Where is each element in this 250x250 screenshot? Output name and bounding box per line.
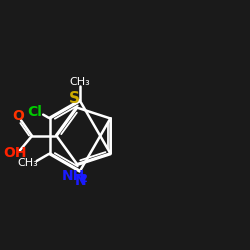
Text: Cl: Cl bbox=[28, 105, 42, 119]
Text: 2: 2 bbox=[80, 174, 87, 184]
Text: N: N bbox=[74, 174, 86, 188]
Text: CH₃: CH₃ bbox=[17, 158, 38, 168]
Text: OH: OH bbox=[3, 146, 26, 160]
Text: O: O bbox=[12, 109, 24, 123]
Text: S: S bbox=[69, 91, 80, 106]
Text: CH₃: CH₃ bbox=[70, 77, 90, 87]
Text: NH: NH bbox=[62, 169, 85, 183]
